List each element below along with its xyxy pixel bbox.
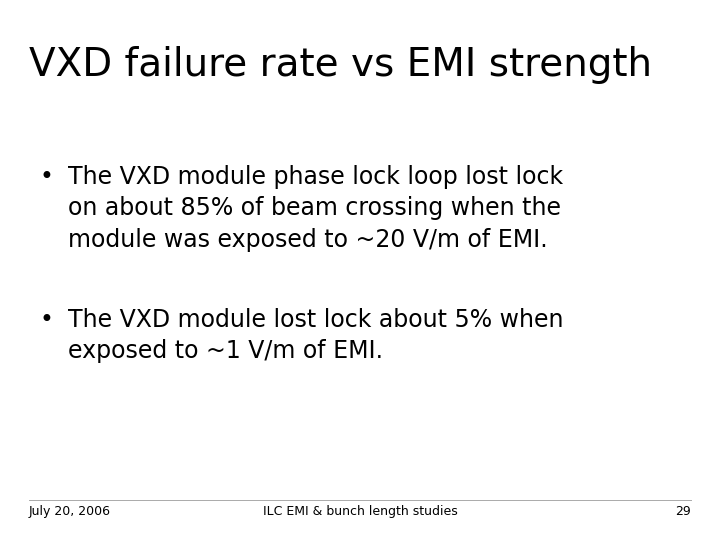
Text: July 20, 2006: July 20, 2006 [29, 505, 111, 518]
Text: The VXD module phase lock loop lost lock
on about 85% of beam crossing when the
: The VXD module phase lock loop lost lock… [68, 165, 564, 252]
Text: VXD failure rate vs EMI strength: VXD failure rate vs EMI strength [29, 46, 652, 84]
Text: The VXD module lost lock about 5% when
exposed to ~1 V/m of EMI.: The VXD module lost lock about 5% when e… [68, 308, 564, 363]
Text: •: • [40, 165, 53, 188]
Text: ILC EMI & bunch length studies: ILC EMI & bunch length studies [263, 505, 457, 518]
Text: 29: 29 [675, 505, 691, 518]
Text: •: • [40, 308, 53, 332]
